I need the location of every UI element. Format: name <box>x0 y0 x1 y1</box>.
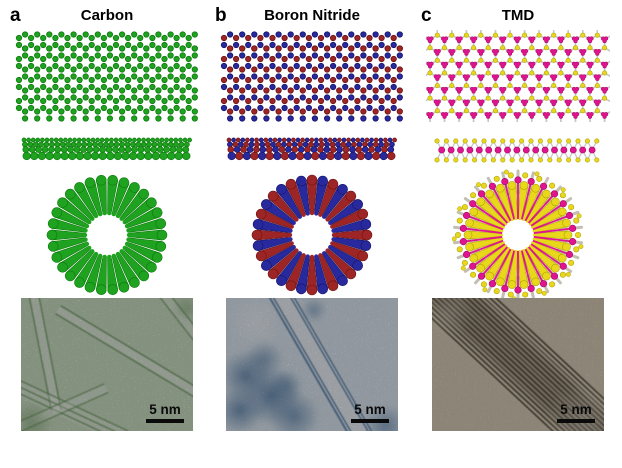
scale-bar: 5 nm <box>557 401 595 423</box>
carbon-layer-side-view <box>21 135 193 167</box>
tmd-nanotube-cross-section <box>452 169 584 301</box>
tem-nanotube-feature <box>55 304 193 402</box>
tmd-layer-side-view <box>432 135 604 167</box>
panel-carbon: a Carbon 5 nm <box>8 0 206 468</box>
scale-bar-line <box>557 419 595 423</box>
panel-letter: b <box>215 5 227 26</box>
panel-header: b Boron Nitride <box>213 5 411 29</box>
scale-bar: 5 nm <box>146 401 184 423</box>
tem-texture-blob <box>301 298 327 323</box>
tmd-lattice-top-view <box>426 30 610 122</box>
boron-nitride-nanotube-cross-section <box>246 169 378 301</box>
scale-bar: 5 nm <box>351 401 389 423</box>
tem-texture-blob <box>228 298 284 350</box>
panel-title: Boron Nitride <box>264 7 360 24</box>
scale-bar-line <box>351 419 389 423</box>
scale-bar-line <box>146 419 184 423</box>
panel-title: TMD <box>501 7 535 24</box>
tem-texture-blob <box>268 368 304 404</box>
panel-title: Carbon <box>80 7 134 24</box>
panel-letter: a <box>10 5 21 26</box>
panel-boron-nitride: b Boron Nitride 5 nm <box>213 0 411 468</box>
boron-nitride-tem-micrograph: 5 nm <box>226 298 398 431</box>
panel-tmd: c TMD 5 nm <box>419 0 617 468</box>
carbon-tem-micrograph: 5 nm <box>21 298 193 431</box>
scale-bar-label: 5 nm <box>560 401 592 417</box>
scale-bar-label: 5 nm <box>354 401 386 417</box>
boron-nitride-layer-side-view <box>226 135 398 167</box>
boron-nitride-lattice-top-view <box>220 30 404 122</box>
carbon-nanotube-cross-section <box>41 169 173 301</box>
tmd-tem-micrograph: 5 nm <box>432 298 604 431</box>
scale-bar-label: 5 nm <box>149 401 181 417</box>
panel-header: a Carbon <box>8 5 206 29</box>
panel-header: c TMD <box>419 5 617 29</box>
carbon-lattice-top-view <box>15 30 199 122</box>
panel-letter: c <box>421 5 432 26</box>
